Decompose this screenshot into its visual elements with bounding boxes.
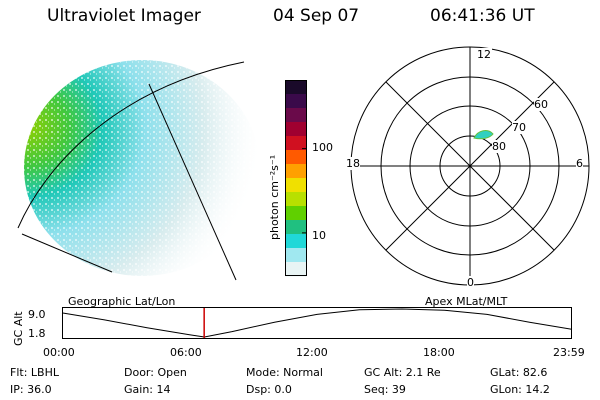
colorbar-band (285, 220, 307, 235)
polar-plot (340, 46, 600, 286)
info-dsp: Dsp: 0.0 (246, 383, 292, 396)
colorbar-band (285, 262, 307, 277)
app-title: Ultraviolet Imager (47, 6, 201, 26)
timeline-xtick-4: 23:59 (553, 346, 585, 359)
info-door: Door: Open (124, 366, 187, 379)
mlt-label-0: 0 (467, 276, 474, 289)
colorbar-tick-10: 10 (312, 229, 326, 242)
lat-label-80: 80 (492, 140, 506, 153)
timeline-xtick-3: 18:00 (423, 346, 455, 359)
info-glat: GLat: 82.6 (490, 366, 547, 379)
colorbar-band (285, 248, 307, 263)
colorbar-label: photon cm⁻²s⁻¹ (268, 155, 281, 240)
colorbar-band (285, 164, 307, 179)
colorbar-band (285, 94, 307, 109)
timeline-xtick-1: 06:00 (170, 346, 202, 359)
aurora-image (14, 58, 264, 288)
colorbar-band (285, 80, 307, 95)
info-seq: Seq: 39 (364, 383, 406, 396)
colorbar (285, 80, 307, 276)
timeline-ytick-high: 9.0 (28, 308, 46, 321)
info-gain: Gain: 14 (124, 383, 171, 396)
colorbar-band (285, 192, 307, 207)
mlt-label-12: 12 (476, 48, 492, 61)
timeline-ytick-low: 1.8 (28, 327, 46, 340)
timeline-xtick-0: 00:00 (43, 346, 75, 359)
timeline-xtick-2: 12:00 (296, 346, 328, 359)
colorbar-band (285, 206, 307, 221)
colorbar-tick-100: 100 (312, 141, 333, 154)
colorbar-band (285, 234, 307, 249)
colorbar-band (285, 178, 307, 193)
colorbar-band (285, 108, 307, 123)
colorbar-band (285, 150, 307, 165)
polar-aurora-patch (474, 131, 493, 139)
info-gcalt: GC Alt: 2.1 Re (364, 366, 441, 379)
header-date: 04 Sep 07 (273, 6, 359, 26)
timeline-ylabel: GC Alt (12, 311, 25, 346)
header-time: 06:41:36 UT (430, 6, 535, 26)
lat-label-70: 70 (512, 121, 526, 134)
info-flt: Flt: LBHL (10, 366, 59, 379)
colorbar-band (285, 122, 307, 137)
mlt-label-6: 6 (576, 157, 583, 170)
timeline-plot (62, 307, 572, 339)
info-mode: Mode: Normal (246, 366, 323, 379)
info-glon: GLon: 14.2 (490, 383, 550, 396)
lat-label-60: 60 (534, 98, 548, 111)
mlt-label-18: 18 (346, 157, 360, 170)
info-ip: IP: 36.0 (10, 383, 52, 396)
